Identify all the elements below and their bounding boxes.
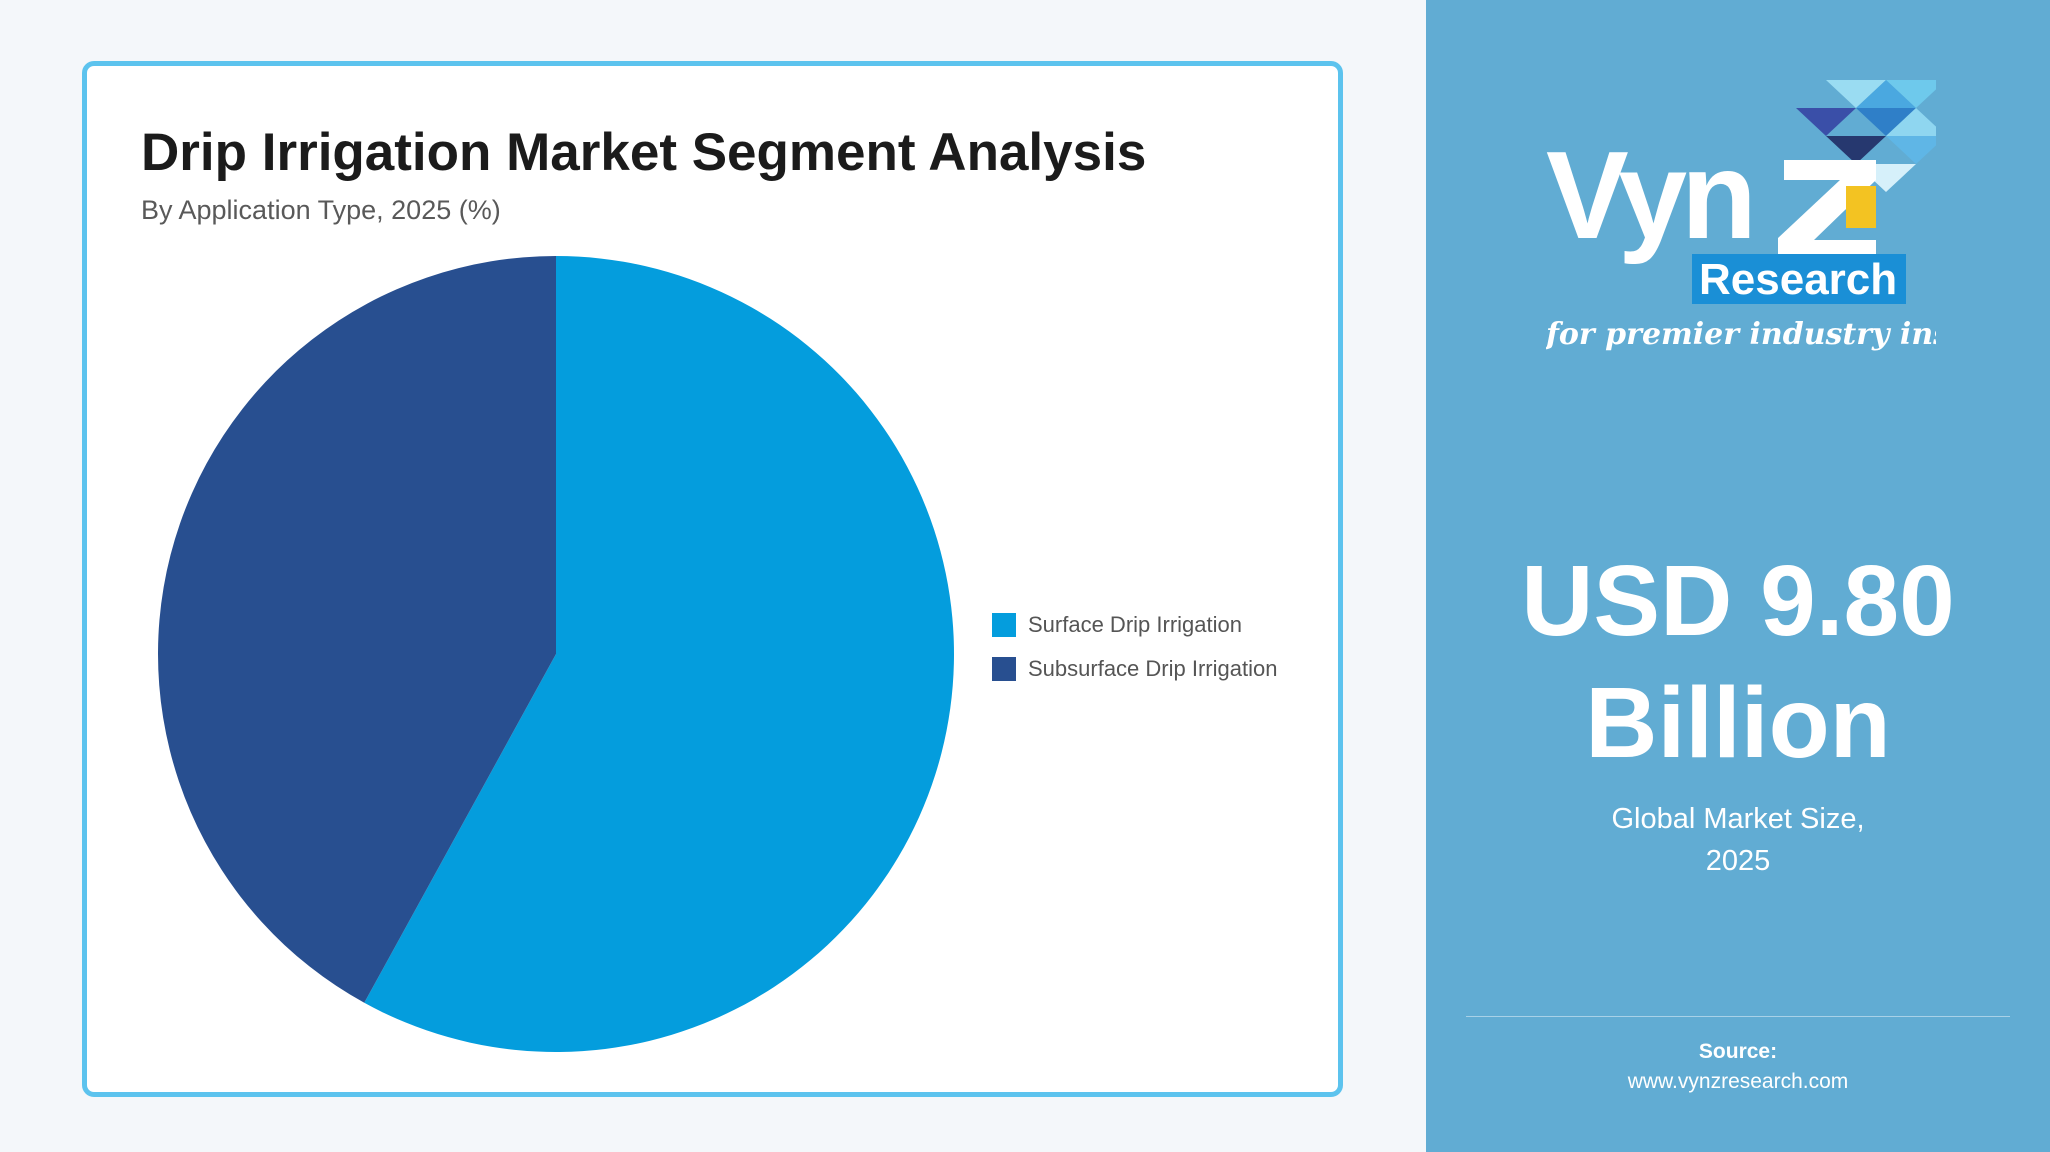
legend-label-surface: Surface Drip Irrigation (1028, 612, 1242, 637)
svg-text:Vyn: Vyn (1546, 127, 1751, 265)
chart-card: Drip Irrigation Market Segment Analysis … (82, 61, 1343, 1097)
chart-title: Drip Irrigation Market Segment Analysis (141, 123, 1147, 182)
chart-legend: Surface Drip Irrigation Subsurface Drip … (992, 611, 1277, 699)
source-url[interactable]: www.vynzresearch.com (1627, 1070, 1849, 1093)
market-summary-panel: Vyn Research for premier industry insigh… (1426, 0, 2050, 1152)
legend-label-subsurface: Subsurface Drip Irrigation (1028, 656, 1278, 681)
legend-swatch-subsurface (992, 657, 1016, 681)
legend-swatch-surface (992, 613, 1016, 637)
market-value-line-1: USD 9.80 (1521, 545, 1955, 657)
vynz-research-logo: Vyn Research for premier industry insigh… (1546, 80, 1936, 352)
market-value-line-2: Billion (1585, 667, 1891, 779)
legend-item-surface-drip[interactable]: Surface Drip Irrigation (992, 611, 1277, 639)
pie-slice-surface-drip-irrigation[interactable] (364, 256, 954, 1052)
logo-tagline: for premier industry insights (1546, 317, 1936, 352)
legend-item-subsurface-drip[interactable]: Subsurface Drip Irrigation (992, 655, 1277, 683)
panel-divider (1466, 1016, 2010, 1017)
pie-chart (157, 256, 954, 1052)
market-caption-line-2: 2025 (1705, 845, 1771, 877)
logo-research-text: Research (1699, 255, 1897, 304)
chart-subtitle: By Application Type, 2025 (%) (141, 195, 501, 225)
market-size-value: USD 9.80 Billion (1426, 540, 2050, 784)
market-caption-line-1: Global Market Size, (1611, 803, 1865, 835)
pie-slice-subsurface-drip-irrigation[interactable] (157, 256, 557, 1003)
source-label: Source: (1698, 1040, 1778, 1063)
market-size-caption: Global Market Size, 2025 (1426, 798, 2050, 882)
